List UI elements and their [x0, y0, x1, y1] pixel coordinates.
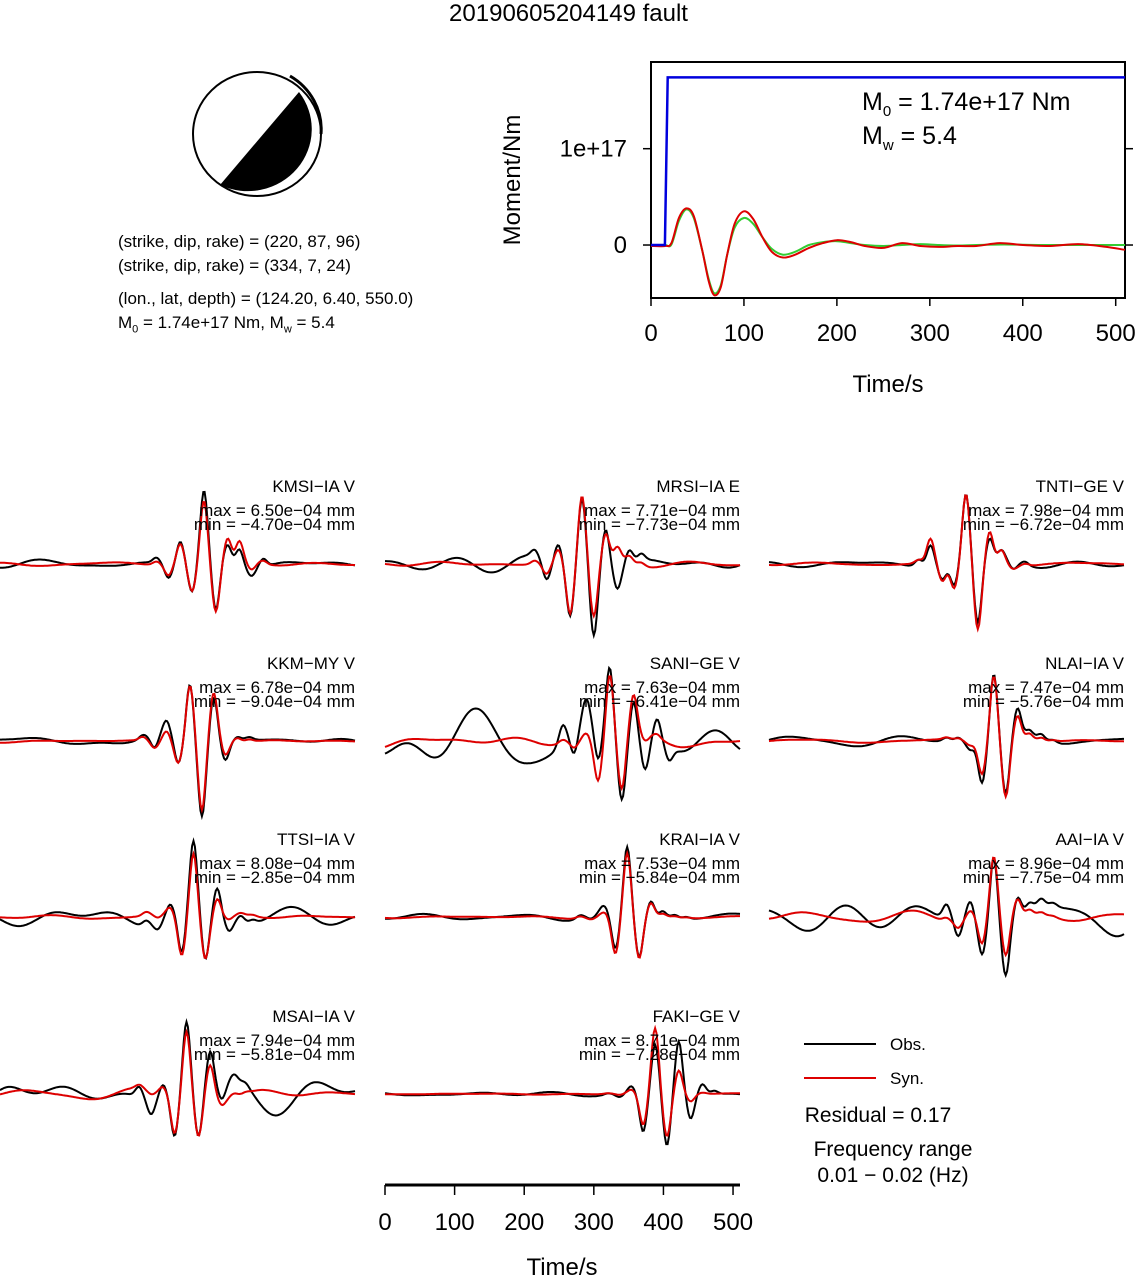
moment-x-tick-label: 400: [1003, 320, 1043, 347]
obs-trace: [384, 1038, 740, 1146]
syn-trace: [385, 1024, 740, 1137]
moment-x-tick-label: 500: [1096, 320, 1136, 347]
page-title: 20190605204149 fault: [449, 0, 688, 27]
station-label: TNTI−GE V: [1036, 477, 1125, 496]
moment-plot-frame: [650, 61, 1126, 299]
syn-trace: [0, 1028, 356, 1137]
station-label: AAI−IA V: [1055, 830, 1124, 849]
min-label: min = −9.04e−04 mm: [194, 692, 355, 711]
max-label: max = 7.98e−04 mm: [968, 501, 1124, 520]
waveform-x-tick-label: 0: [378, 1209, 391, 1236]
mechanism-line-2: (strike, dip, rake) = (334, 7, 24): [118, 256, 351, 275]
max-label: max = 6.50e−04 mm: [199, 501, 355, 520]
min-label: min = −5.76e−04 mm: [963, 692, 1124, 711]
min-label: min = −5.84e−04 mm: [579, 868, 740, 887]
station-label: NLAI−IA V: [1045, 654, 1125, 673]
max-label: max = 7.47e−04 mm: [968, 678, 1124, 697]
station-label: MRSI−IA E: [656, 477, 740, 496]
max-label: max = 7.63e−04 mm: [584, 678, 740, 697]
waveform-x-axis-label: Time/s: [526, 1254, 597, 1281]
syn-trace: [768, 676, 1125, 800]
waveform-x-tick-label: 300: [574, 1209, 614, 1236]
min-label: min = −6.72e−04 mm: [963, 515, 1124, 534]
moment-line: M0 = 1.74e+17 Nm, Mw = 5.4: [118, 313, 335, 336]
waveform-x-tick-label: 400: [643, 1209, 683, 1236]
min-label: min = −7.75e−04 mm: [963, 868, 1124, 887]
station-label: KKM−MY V: [267, 654, 356, 673]
max-label: max = 8.08e−04 mm: [199, 854, 355, 873]
waveform-x-tick-label: 500: [713, 1209, 753, 1236]
residual-label: Residual = 0.17: [805, 1104, 952, 1127]
min-label: min = −7.73e−04 mm: [579, 515, 740, 534]
max-label: max = 7.53e−04 mm: [584, 854, 740, 873]
syn-trace: [384, 849, 740, 959]
min-label: min = −6.41e−04 mm: [579, 692, 740, 711]
beachball-icon: [192, 71, 323, 197]
syn-trace: [0, 501, 355, 615]
station-label: MSAI−IA V: [272, 1007, 355, 1026]
syn-trace: [768, 856, 1125, 958]
max-label: max = 8.96e−04 mm: [968, 854, 1124, 873]
mw-annotation: Mw = 5.4: [862, 122, 957, 154]
moment-y-tick-label: 1e+17: [560, 136, 627, 163]
min-label: min = −2.85e−04 mm: [194, 868, 355, 887]
waveform-x-tick-label: 100: [435, 1209, 475, 1236]
station-label: TTSI−IA V: [277, 830, 356, 849]
min-label: min = −5.81e−04 mm: [194, 1045, 355, 1064]
moment-y-tick-label: 0: [614, 232, 627, 259]
syn-trace: [384, 496, 740, 620]
max-label: max = 7.94e−04 mm: [199, 1031, 355, 1050]
moment-y-axis-label: Moment/Nm: [499, 115, 526, 246]
min-label: min = −7.28e−04 mm: [579, 1045, 740, 1064]
moment-x-axis-label: Time/s: [852, 371, 923, 398]
obs-trace: [384, 665, 741, 803]
max-label: max = 8.71e−04 mm: [584, 1031, 740, 1050]
moment-series-2: [650, 207, 1126, 297]
legend-obs-label: Obs.: [890, 1035, 926, 1054]
min-label: min = −4.70e−04 mm: [194, 515, 355, 534]
m0-annotation: M0 = 1.74e+17 Nm: [862, 88, 1070, 120]
frequency-title: Frequency range: [814, 1138, 973, 1161]
syn-trace: [0, 685, 355, 814]
moment-series-0: [651, 76, 1125, 247]
station-label: KRAI−IA V: [659, 830, 740, 849]
max-label: max = 7.71e−04 mm: [584, 501, 740, 520]
station-label: FAKI−GE V: [653, 1007, 741, 1026]
syn-trace: [384, 675, 741, 792]
moment-x-tick-label: 100: [724, 320, 764, 347]
syn-trace: [769, 494, 1125, 633]
station-label: KMSI−IA V: [272, 477, 355, 496]
moment-x-tick-label: 300: [910, 320, 950, 347]
mechanism-line-1: (strike, dip, rake) = (220, 87, 96): [118, 232, 361, 251]
moment-x-tick-label: 0: [644, 320, 657, 347]
location-line: (lon., lat, depth) = (124.20, 6.40, 550.…: [118, 289, 414, 308]
legend-syn-label: Syn.: [890, 1069, 924, 1088]
frequency-value: 0.01 − 0.02 (Hz): [817, 1164, 968, 1187]
moment-x-tick-label: 200: [817, 320, 857, 347]
max-label: max = 6.78e−04 mm: [199, 678, 355, 697]
station-label: SANI−GE V: [650, 654, 741, 673]
syn-trace: [0, 850, 356, 960]
waveform-x-tick-label: 200: [504, 1209, 544, 1236]
